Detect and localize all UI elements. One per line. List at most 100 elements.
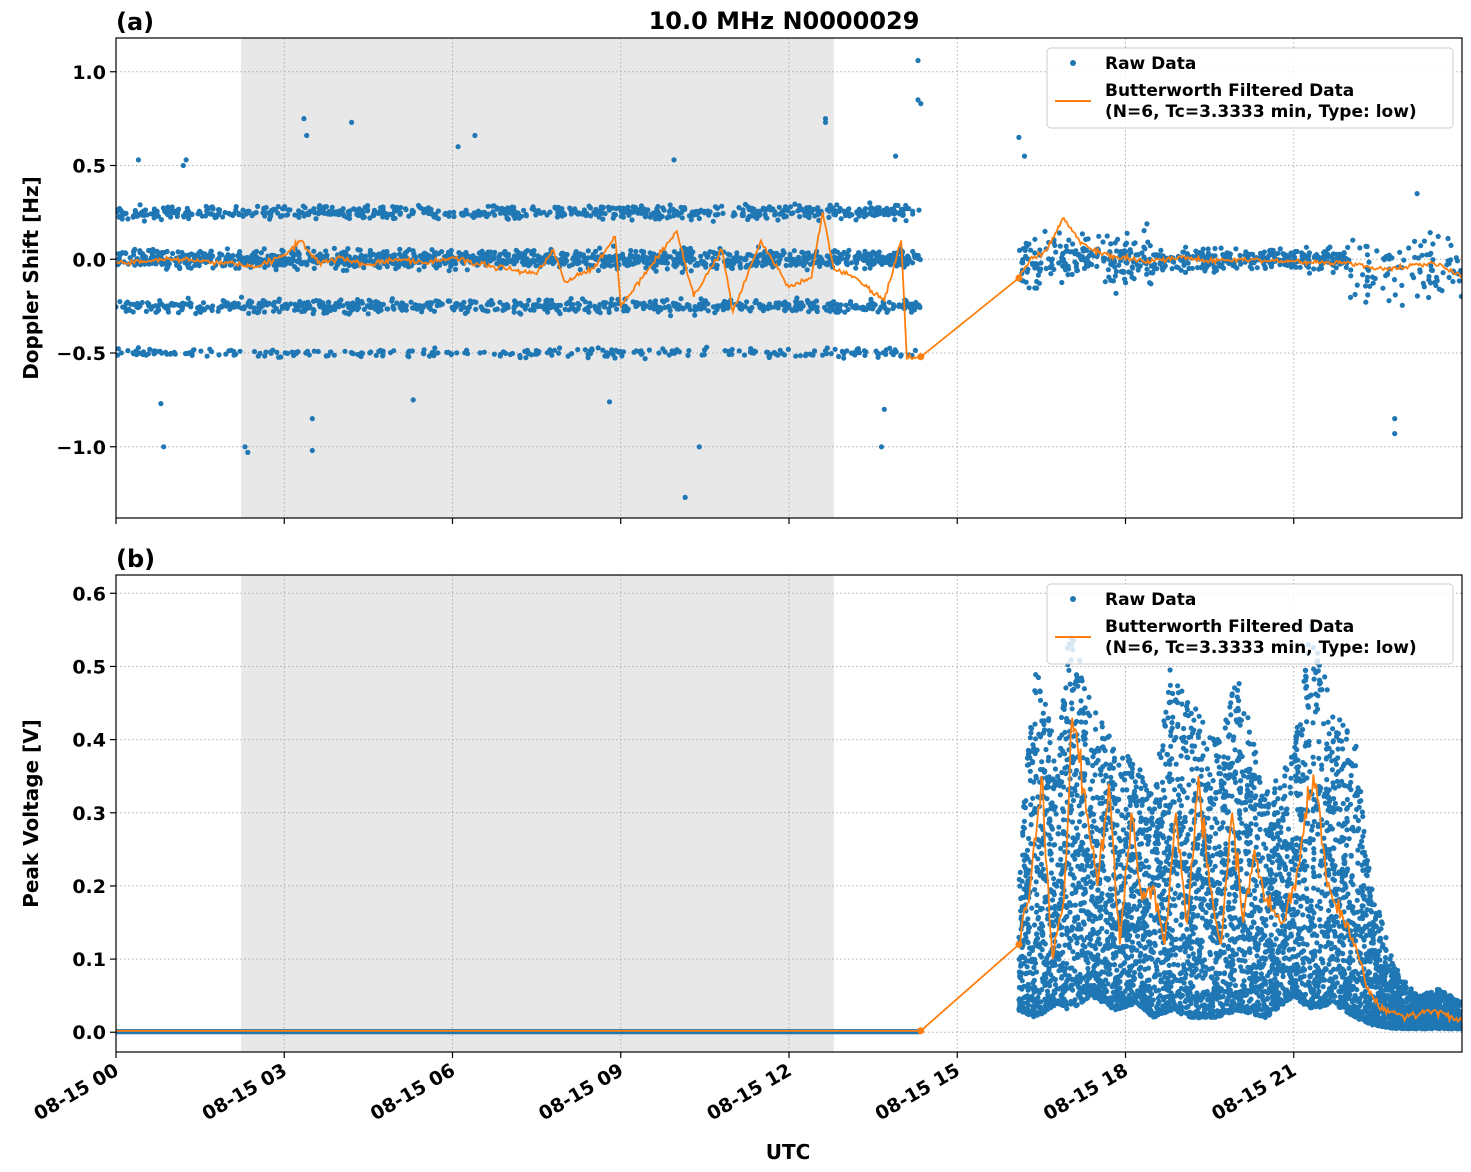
raw-data-point — [1093, 954, 1099, 960]
raw-data-point — [613, 347, 619, 353]
raw-data-point — [642, 259, 649, 265]
raw-data-point — [505, 216, 511, 222]
raw-data-point — [524, 247, 531, 254]
raw-data-point — [1032, 887, 1038, 893]
raw-data-point — [188, 304, 194, 310]
raw-data-point — [1016, 1006, 1022, 1012]
raw-data-point — [462, 310, 468, 316]
raw-data-point — [1271, 252, 1277, 258]
raw-data-point — [477, 350, 483, 356]
raw-data-point — [116, 304, 119, 310]
raw-data-point — [511, 309, 517, 315]
raw-data-point — [1103, 773, 1109, 780]
raw-data-point — [1348, 267, 1354, 273]
raw-data-point — [162, 208, 168, 214]
raw-data-point — [1036, 1005, 1043, 1011]
raw-data-point — [571, 256, 578, 262]
raw-data-point — [1448, 242, 1454, 248]
raw-data-point — [434, 303, 440, 309]
raw-data-point — [1141, 244, 1147, 250]
raw-data-point — [593, 207, 599, 213]
raw-data-point — [1062, 988, 1068, 994]
raw-data-point — [1020, 832, 1026, 838]
raw-data-point — [1024, 243, 1030, 249]
raw-data-point — [231, 352, 237, 358]
raw-data-point — [489, 203, 495, 209]
raw-data-point — [775, 352, 781, 358]
raw-data-point — [1044, 988, 1051, 994]
raw-data-point — [1029, 947, 1035, 954]
raw-data-point — [1450, 278, 1456, 285]
raw-data-point — [671, 262, 677, 268]
raw-data-point — [1139, 250, 1145, 256]
raw-data-point — [1366, 259, 1372, 265]
raw-data-point — [304, 348, 311, 354]
raw-data-point — [134, 213, 140, 219]
raw-data-point — [1052, 976, 1058, 983]
raw-data-point — [1043, 998, 1049, 1004]
y-tick-label: 0.5 — [72, 156, 106, 178]
raw-data-point — [299, 308, 305, 315]
raw-data-point — [656, 211, 662, 217]
raw-data-point — [1078, 884, 1084, 890]
raw-data-point — [1074, 782, 1080, 788]
raw-data-point — [631, 349, 637, 355]
raw-data-point — [1084, 982, 1090, 989]
raw-data-point — [1178, 257, 1184, 263]
raw-data-point — [150, 304, 156, 310]
raw-data-point — [853, 217, 859, 223]
raw-data-point — [294, 266, 300, 272]
raw-data-point — [331, 352, 337, 358]
raw-data-point — [523, 213, 530, 219]
raw-data-point — [1063, 685, 1069, 691]
raw-data-point — [1082, 876, 1088, 882]
raw-data-point — [169, 300, 175, 306]
raw-data-point — [1059, 974, 1065, 980]
raw-data-point — [1181, 249, 1187, 255]
raw-data-point — [1047, 732, 1053, 738]
raw-data-point — [1069, 249, 1075, 255]
raw-data-point — [1040, 875, 1047, 882]
raw-data-point — [1372, 275, 1378, 282]
raw-data-point — [1456, 278, 1462, 284]
raw-data-point — [205, 304, 211, 310]
raw-data-point — [1366, 267, 1372, 273]
raw-data-point — [1051, 758, 1057, 764]
raw-data-point — [1033, 736, 1039, 742]
raw-data-point — [897, 211, 903, 217]
raw-data-point — [1117, 252, 1123, 258]
legend-filtered-label: Butterworth Filtered Data — [1105, 81, 1354, 101]
raw-data-point — [1040, 841, 1046, 847]
raw-data-point — [555, 302, 561, 308]
raw-data-point — [1374, 248, 1380, 254]
raw-data-point — [125, 216, 131, 222]
raw-data-point — [1081, 777, 1087, 783]
raw-data-point — [376, 348, 382, 354]
raw-data-point — [320, 302, 326, 308]
raw-data-point — [177, 264, 183, 270]
raw-data-point — [1073, 825, 1080, 831]
raw-data-point — [1075, 252, 1081, 258]
raw-data-point — [307, 208, 313, 215]
raw-data-point — [209, 349, 215, 355]
raw-data-point — [826, 207, 832, 213]
raw-data-point — [545, 298, 551, 304]
raw-data-point — [1051, 842, 1057, 848]
raw-data-point — [251, 305, 257, 311]
raw-data-point — [200, 300, 207, 306]
raw-data-point — [808, 209, 815, 215]
raw-data-point — [208, 248, 214, 254]
raw-data-point — [1031, 959, 1038, 966]
raw-data-point — [1320, 254, 1326, 260]
raw-data-point — [1085, 909, 1091, 915]
raw-data-point — [1261, 249, 1267, 255]
raw-data-point — [164, 304, 170, 310]
raw-data-point — [566, 299, 572, 305]
raw-data-point — [1026, 951, 1032, 957]
raw-data-point — [1017, 883, 1023, 889]
raw-data-point — [1083, 880, 1090, 887]
raw-data-point — [641, 300, 647, 306]
raw-data-point — [556, 350, 562, 356]
raw-data-point — [790, 210, 796, 216]
raw-data-point — [1102, 943, 1109, 949]
